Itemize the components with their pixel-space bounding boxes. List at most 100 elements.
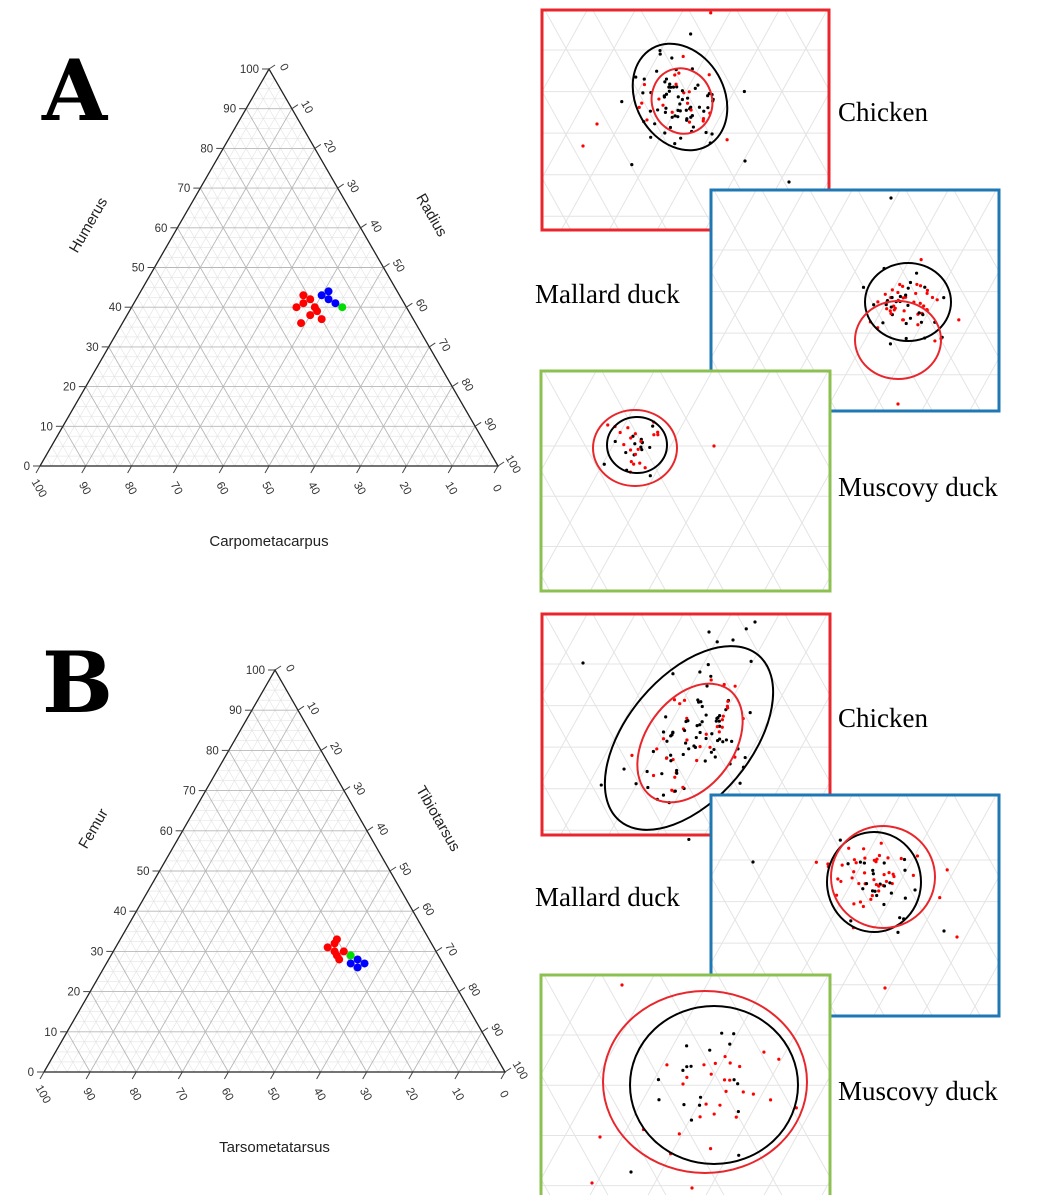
inset-data-point [915,282,919,287]
inset-grid-line [181,366,309,596]
inset-grid-line [0,609,14,840]
grid-line-minor [142,158,321,467]
inset-data-point [911,873,915,878]
inset-data-point [606,423,610,427]
grid-line-minor [170,850,298,1073]
inset-data-point [651,749,655,754]
tick-mark-bottom [408,1071,414,1080]
inset-grid-line [123,366,251,596]
grid-line-major [89,991,137,1073]
inset-outlier-point [942,929,946,933]
inset-data-point [699,700,703,704]
tick-mark-bottom [356,465,362,474]
panel-label-a: A [41,41,109,140]
inset-grid-line [391,185,519,416]
inset-grid-line [77,970,206,1195]
grid-line-minor [234,740,425,1073]
inset-data-point [884,879,889,884]
inset-data-point [914,291,918,296]
inset-data-point [882,902,886,907]
tick-mark-right [366,826,374,832]
inset-data-point [677,71,681,75]
inset-data-point [869,897,873,901]
inset-data-point [661,103,665,107]
inset-grid-line [592,10,716,230]
inset-data-point [718,1103,722,1107]
grid-line-minor [239,840,374,1073]
inset-data-point [661,793,666,797]
inset-data-point [930,295,935,300]
inset-data-point [663,80,667,84]
inset-data-point [676,115,680,119]
inset-data-point [622,443,626,447]
tick-mark-right [458,987,466,993]
inset-data-point [870,889,875,893]
inset-grid-line [0,970,32,1195]
inset-data-point [669,759,673,763]
inset-data-point [858,860,862,864]
inset-data-point [645,769,649,774]
inset-grid-line [543,371,667,591]
inset-grid-line [659,975,783,1195]
confidence-ellipse-inner [602,990,808,1174]
tick-mark-bottom [362,1071,368,1080]
tick-mark-bottom [270,1071,275,1080]
grid-line-minor [147,890,252,1073]
inset-data-point [887,871,891,875]
grid-line-minor [325,316,413,467]
grid-line-major [451,426,476,467]
grid-line-minor [188,207,338,467]
inset-data-point [698,730,702,735]
inset-data-point [658,52,662,56]
inset-data-point [670,110,674,114]
inset-data-point [717,719,721,723]
inset-data-point [710,132,714,136]
inset-data-point [715,725,719,729]
inset-data-point [698,1095,703,1099]
grid-line-major [251,709,460,1073]
tick-label-right: 10 [298,99,315,116]
inset-data-point [706,106,710,110]
grid-line-major [360,346,430,467]
grid-line-minor [303,297,401,467]
species-label-muscovy-a: Muscovy duck [838,472,998,502]
tick-label-right: 70 [436,337,453,354]
inset-data-point [888,881,892,885]
inset-data-point [713,755,717,759]
tick-label-left: 100 [246,665,265,677]
inset-data-point [630,163,634,167]
inset-data-point [640,101,644,105]
inset-data-point [925,291,929,295]
inset-grid-line [541,469,609,591]
inset-grid-line [711,795,805,965]
inset-data-point [901,318,905,322]
inset-data-point [708,1048,712,1052]
grid-line-major [199,187,361,467]
inset-data-point [642,82,647,87]
inset-data-point [871,868,875,873]
grid-line-minor [74,406,109,467]
inset-data-point [663,131,667,135]
inset-data-point [724,738,729,742]
inset-grid-line [857,795,981,1016]
grid-line-major [274,870,391,1073]
inset-mallard-a [391,185,1001,416]
tick-mark-bottom [81,465,87,474]
grid-line-major [66,1031,91,1073]
inset-data-point [892,874,896,879]
inset-grid-line [193,366,321,596]
inset-data-point [648,474,652,478]
inset-data-point [685,1075,689,1080]
inset-grid-line [905,795,999,965]
grid-line-minor [182,217,327,467]
inset-data-point [889,311,893,316]
tick-label-left: 10 [40,421,53,433]
grid-line-minor [74,98,287,467]
inset-grid-line [873,795,997,1016]
tick-label-bottom: 10 [442,480,459,497]
grid-line-minor [401,981,454,1073]
inset-grid-line [1015,790,1038,1021]
confidence-ellipse-outer [629,1005,799,1165]
inset-data-point [873,889,877,893]
tick-label-right: 30 [350,781,367,798]
